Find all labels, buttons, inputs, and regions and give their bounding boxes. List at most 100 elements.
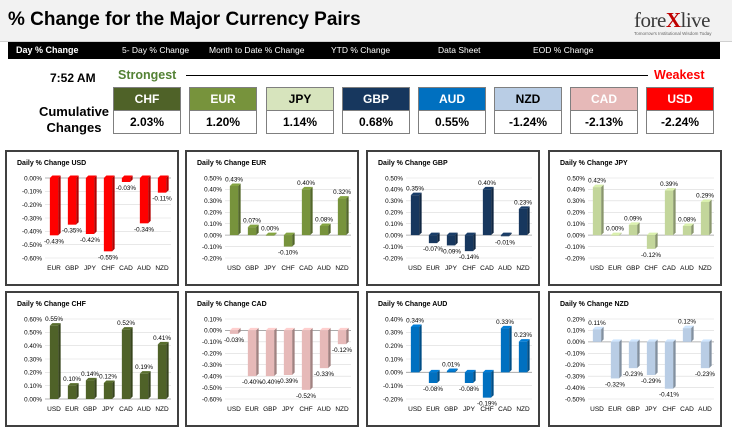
data-label: 0.10% (63, 376, 81, 383)
x-tick-label: CHF (662, 406, 675, 413)
data-label: -0.55% (98, 254, 118, 261)
bar-side (437, 232, 440, 244)
y-tick-label: -0.10% (22, 189, 42, 196)
y-tick-label: 0.50% (385, 175, 403, 182)
bar-side (166, 175, 169, 193)
chart-panel-usd: Daily % Change USD 0.00% -0.10% -0.20% -0.30… (5, 150, 179, 286)
y-tick-label: -0.20% (383, 255, 403, 262)
data-label: 0.55% (45, 316, 63, 323)
bar-top (103, 175, 115, 178)
y-tick-label: 0.30% (385, 330, 403, 337)
bar-top (700, 199, 712, 202)
x-tick-label: GBP (263, 406, 277, 413)
data-label: -0.23% (695, 371, 715, 378)
chart-title: Daily % Change USD (17, 160, 86, 167)
x-tick-label: CAD (498, 406, 512, 413)
x-tick-label: AUD (498, 265, 512, 272)
bar (518, 208, 528, 236)
chart-title: Daily % Change JPY (560, 160, 628, 167)
bar-top (301, 186, 313, 190)
data-label: 0.00% (606, 226, 624, 233)
bar-top (500, 232, 512, 236)
data-label: 0.41% (153, 335, 171, 342)
data-label: 0.23% (514, 199, 532, 206)
bar (319, 226, 329, 236)
data-label: -0.01% (495, 239, 515, 246)
y-tick-label: -0.20% (202, 351, 222, 358)
tab-day-change[interactable]: Day % Change (16, 45, 79, 55)
tab-5-day-change[interactable]: 5- Day % Change (122, 45, 190, 55)
data-label: 0.35% (406, 186, 424, 193)
tab-eod-change[interactable]: EOD % Change (533, 45, 594, 55)
bar-side (130, 327, 133, 399)
tab-ytd-change[interactable]: YTD % Change (331, 45, 391, 55)
bar (283, 235, 293, 247)
bar (49, 178, 59, 236)
bar (265, 235, 275, 236)
bar (121, 178, 131, 182)
chart-title: Daily % Change CAD (197, 301, 267, 308)
currency-code: EUR (190, 88, 256, 110)
y-tick-label: 0.00% (24, 396, 42, 403)
currency-change-value: 0.68% (343, 110, 409, 133)
chart-nzd: Daily % Change NZD 0.20% 0.10% 0.00% -0.10% -… (560, 301, 715, 413)
bar (229, 330, 239, 334)
data-label: 0.40% (478, 180, 496, 187)
chart-title: Daily % Change CHF (17, 301, 87, 308)
bar-side (148, 371, 151, 399)
chart-aud: Daily % Change AUD 0.40% 0.30% 0.20% 0.10% 0.… (378, 301, 532, 413)
data-label: 0.14% (81, 371, 99, 378)
cumulative-changes-label: Cumulative Changes (38, 104, 110, 136)
chart-usd: Daily % Change USD 0.00% -0.10% -0.20% -0.30… (17, 160, 172, 272)
data-label: -0.32% (605, 381, 625, 388)
y-tick-label: 0.10% (567, 328, 585, 335)
bar-side (310, 186, 313, 236)
bar (337, 330, 347, 345)
bar (265, 330, 275, 377)
currency-box-usd: USD -2.24% (646, 87, 714, 134)
logo-suffix: live (680, 8, 710, 32)
tab-month-to-date-change[interactable]: Month to Date % Change (209, 45, 305, 55)
bar (610, 235, 620, 236)
bar-side (601, 184, 604, 236)
bar (139, 373, 149, 399)
weakest-label: Weakest (654, 68, 705, 82)
bar-side (256, 327, 259, 377)
bar-top (157, 175, 169, 178)
y-tick-label: 0.40% (24, 343, 42, 350)
bar (410, 327, 420, 373)
x-tick-label: CAD (662, 265, 676, 272)
tab-data-sheet[interactable]: Data Sheet (438, 45, 481, 55)
x-tick-label: JPY (463, 406, 476, 413)
cumulative-label-line2: Changes (46, 120, 102, 135)
x-tick-label: USD (408, 265, 422, 272)
y-tick-label: 0.40% (204, 187, 222, 194)
currency-box-cad: CAD -2.13% (570, 87, 638, 134)
bar-top (85, 377, 97, 381)
data-label: -0.42% (80, 237, 100, 244)
bar-top (446, 368, 458, 371)
bar-side (673, 188, 676, 236)
bar-top (283, 232, 295, 236)
bar-side (619, 339, 622, 379)
bar-side (58, 175, 61, 236)
y-tick-label: 0.20% (385, 343, 403, 350)
logo-tagline: Tomorrow's Institutional Wisdom Today (634, 31, 712, 36)
data-label: 0.42% (588, 178, 606, 185)
bar-side (455, 368, 458, 373)
x-tick-label: AUD (137, 265, 151, 272)
y-tick-label: 0.20% (567, 210, 585, 217)
x-tick-label: EUR (65, 406, 79, 413)
chart-gbp: Daily % Change GBP 0.50% 0.40% 0.30% 0.20% 0.… (378, 160, 532, 272)
x-tick-label: CAD (480, 265, 494, 272)
data-label: -0.11% (152, 196, 172, 203)
bar-side (328, 223, 331, 236)
x-tick-label: EUR (608, 265, 622, 272)
bar-top (464, 369, 476, 373)
forexlive-logo: foreXlive Tomorrow's Institutional Wisdo… (612, 4, 722, 38)
x-tick-label: EUR (426, 406, 440, 413)
chart-title: Daily % Change GBP (378, 160, 448, 167)
data-label: 0.29% (696, 193, 714, 200)
bar-side (491, 369, 494, 398)
bar (67, 385, 77, 399)
